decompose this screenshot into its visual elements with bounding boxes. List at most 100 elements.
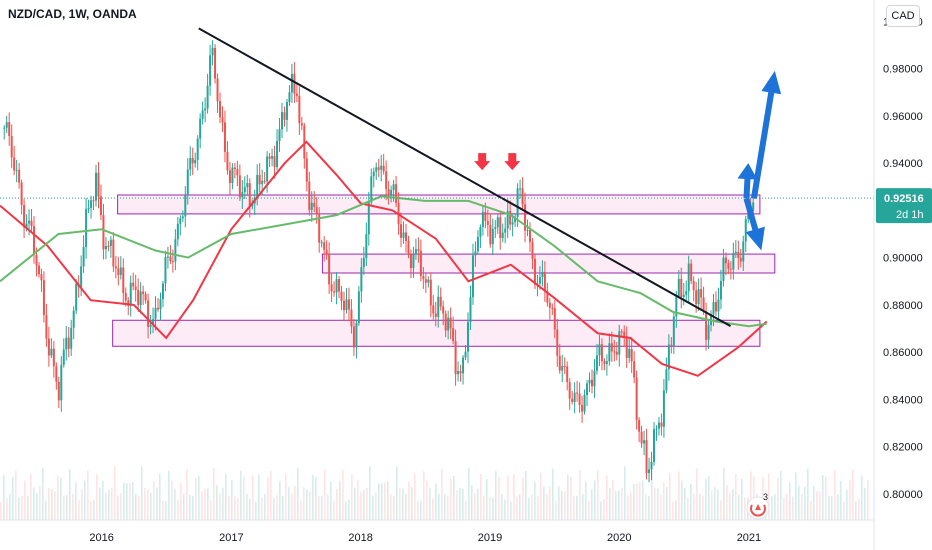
volume-bar — [777, 477, 779, 520]
candle — [82, 235, 85, 273]
candle — [501, 223, 504, 243]
volume-bar — [786, 493, 788, 520]
volume-bar — [15, 470, 17, 520]
candle — [469, 285, 472, 331]
candle — [405, 223, 408, 253]
volume-bar — [225, 473, 227, 520]
volume-bar — [813, 485, 815, 520]
candle — [365, 222, 368, 266]
volume-bar — [255, 501, 257, 520]
candle — [300, 116, 303, 131]
candle — [102, 203, 105, 260]
candle — [439, 287, 442, 311]
volume-bar — [315, 477, 317, 520]
volume-bar — [636, 483, 638, 520]
candle — [328, 242, 331, 294]
volume-bar — [621, 488, 623, 520]
volume-bar — [585, 481, 587, 520]
volume-bar — [684, 487, 686, 520]
resistance-zone — [321, 253, 776, 274]
volume-bar — [561, 490, 563, 520]
volume-bar — [852, 469, 854, 520]
y-tick-label: 0.96000 — [883, 111, 923, 123]
candle — [3, 125, 6, 140]
volume-bar — [87, 470, 89, 520]
candle — [613, 339, 616, 362]
candle — [223, 110, 226, 163]
volume-bar — [687, 497, 689, 520]
candles — [3, 40, 755, 483]
volume-bar — [150, 493, 152, 520]
candle — [573, 382, 576, 414]
candle — [506, 199, 509, 238]
volume-bar — [321, 495, 323, 520]
volume-bar — [75, 482, 77, 520]
volume-bar — [453, 475, 455, 520]
volume-bar — [174, 488, 176, 520]
volume-bar — [522, 477, 524, 520]
candle — [159, 292, 162, 321]
volume-bar — [729, 493, 731, 520]
volume-bar — [369, 466, 371, 520]
volume-bar — [108, 489, 110, 520]
candle — [489, 213, 492, 248]
volume-bar — [393, 495, 395, 520]
candle — [214, 44, 217, 84]
candle — [268, 152, 271, 167]
candle — [152, 307, 155, 334]
volume-bar — [639, 482, 641, 520]
volume-bar — [345, 501, 347, 520]
candle — [50, 338, 53, 359]
volume-bar — [126, 483, 128, 520]
candle — [310, 191, 313, 222]
volume-bar — [360, 491, 362, 520]
volume-bar — [231, 479, 233, 520]
candle — [385, 160, 388, 201]
candle — [263, 171, 266, 184]
volume-bar — [546, 493, 548, 520]
volume-bar — [261, 497, 263, 520]
volume-bar — [828, 496, 830, 520]
candle — [486, 209, 489, 237]
candle — [134, 274, 137, 302]
y-tick-label: 0.86000 — [883, 347, 923, 359]
volume-bar — [378, 483, 380, 520]
volume-bar — [180, 483, 182, 520]
tradingview-logo: 3 — [746, 492, 770, 520]
volume-bar — [111, 487, 113, 520]
currency-button[interactable]: CAD — [886, 5, 920, 27]
candle — [568, 378, 571, 410]
candle — [295, 82, 298, 103]
candle — [603, 358, 606, 371]
trendline — [198, 27, 732, 328]
candle — [278, 117, 281, 153]
volume-bar — [273, 497, 275, 520]
volume-bar — [723, 467, 725, 520]
candle — [23, 199, 26, 239]
volume-bar — [240, 471, 242, 520]
candle — [199, 113, 202, 149]
candle — [164, 250, 167, 292]
x-tick-label: 2020 — [607, 532, 631, 544]
candle — [692, 276, 695, 302]
candle — [466, 312, 469, 364]
candle — [174, 229, 177, 271]
candle — [576, 380, 579, 402]
volume-bar — [291, 493, 293, 520]
volume-bar — [210, 500, 212, 520]
volume-bar — [861, 475, 863, 520]
candle — [290, 63, 293, 103]
candle — [742, 235, 745, 271]
candle — [241, 180, 244, 209]
volume-bar — [441, 468, 443, 520]
candle — [333, 281, 336, 297]
volume-bar — [192, 495, 194, 520]
candle — [325, 240, 328, 260]
candle — [400, 212, 403, 248]
volume-bar — [336, 489, 338, 520]
candle — [687, 255, 690, 303]
candle — [323, 236, 326, 262]
volume-bar — [702, 495, 704, 520]
candle — [528, 222, 531, 252]
